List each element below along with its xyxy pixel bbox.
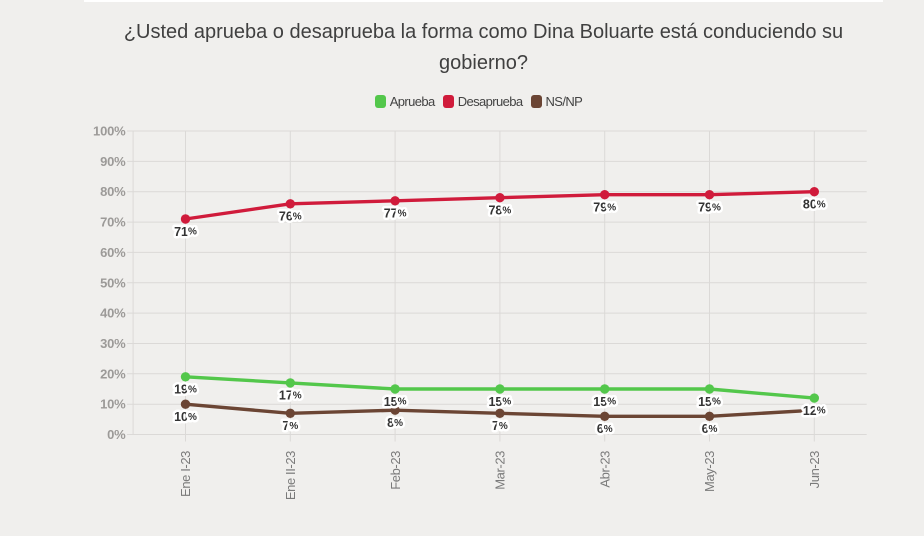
- svg-text:71%: 71%: [174, 225, 197, 239]
- svg-text:7%: 7%: [492, 419, 508, 433]
- svg-text:30%: 30%: [100, 336, 126, 351]
- svg-text:Ene II-23: Ene II-23: [283, 451, 298, 500]
- svg-text:79%: 79%: [698, 201, 721, 215]
- svg-text:40%: 40%: [100, 306, 126, 321]
- svg-text:6%: 6%: [702, 422, 718, 436]
- svg-text:Jun-23: Jun-23: [807, 451, 822, 489]
- svg-text:50%: 50%: [100, 275, 126, 290]
- svg-text:Ene I-23: Ene I-23: [178, 451, 193, 497]
- svg-text:8%: 8%: [387, 416, 403, 430]
- svg-text:6%: 6%: [597, 422, 613, 436]
- svg-text:19%: 19%: [174, 383, 197, 397]
- svg-text:May-23: May-23: [702, 451, 717, 492]
- svg-text:90%: 90%: [100, 154, 126, 169]
- svg-text:10%: 10%: [174, 410, 197, 424]
- svg-text:100%: 100%: [93, 124, 126, 139]
- svg-text:76%: 76%: [279, 210, 302, 224]
- svg-text:70%: 70%: [100, 215, 126, 230]
- svg-text:12%: 12%: [803, 404, 826, 418]
- svg-text:79%: 79%: [593, 201, 616, 215]
- svg-text:15%: 15%: [593, 395, 616, 409]
- svg-text:60%: 60%: [100, 245, 126, 260]
- svg-text:80%: 80%: [803, 198, 826, 212]
- svg-text:17%: 17%: [279, 389, 302, 403]
- svg-text:10%: 10%: [100, 397, 126, 412]
- svg-text:7%: 7%: [282, 419, 298, 433]
- svg-text:Feb-23: Feb-23: [388, 451, 403, 490]
- svg-text:Abr-23: Abr-23: [597, 451, 612, 488]
- svg-text:15%: 15%: [488, 395, 511, 409]
- svg-text:80%: 80%: [100, 184, 126, 199]
- svg-text:0%: 0%: [107, 427, 126, 442]
- svg-text:77%: 77%: [384, 207, 407, 221]
- svg-text:78%: 78%: [488, 204, 511, 218]
- svg-text:20%: 20%: [100, 366, 126, 381]
- svg-text:Mar-23: Mar-23: [493, 451, 508, 490]
- svg-text:15%: 15%: [384, 395, 407, 409]
- svg-text:15%: 15%: [698, 395, 721, 409]
